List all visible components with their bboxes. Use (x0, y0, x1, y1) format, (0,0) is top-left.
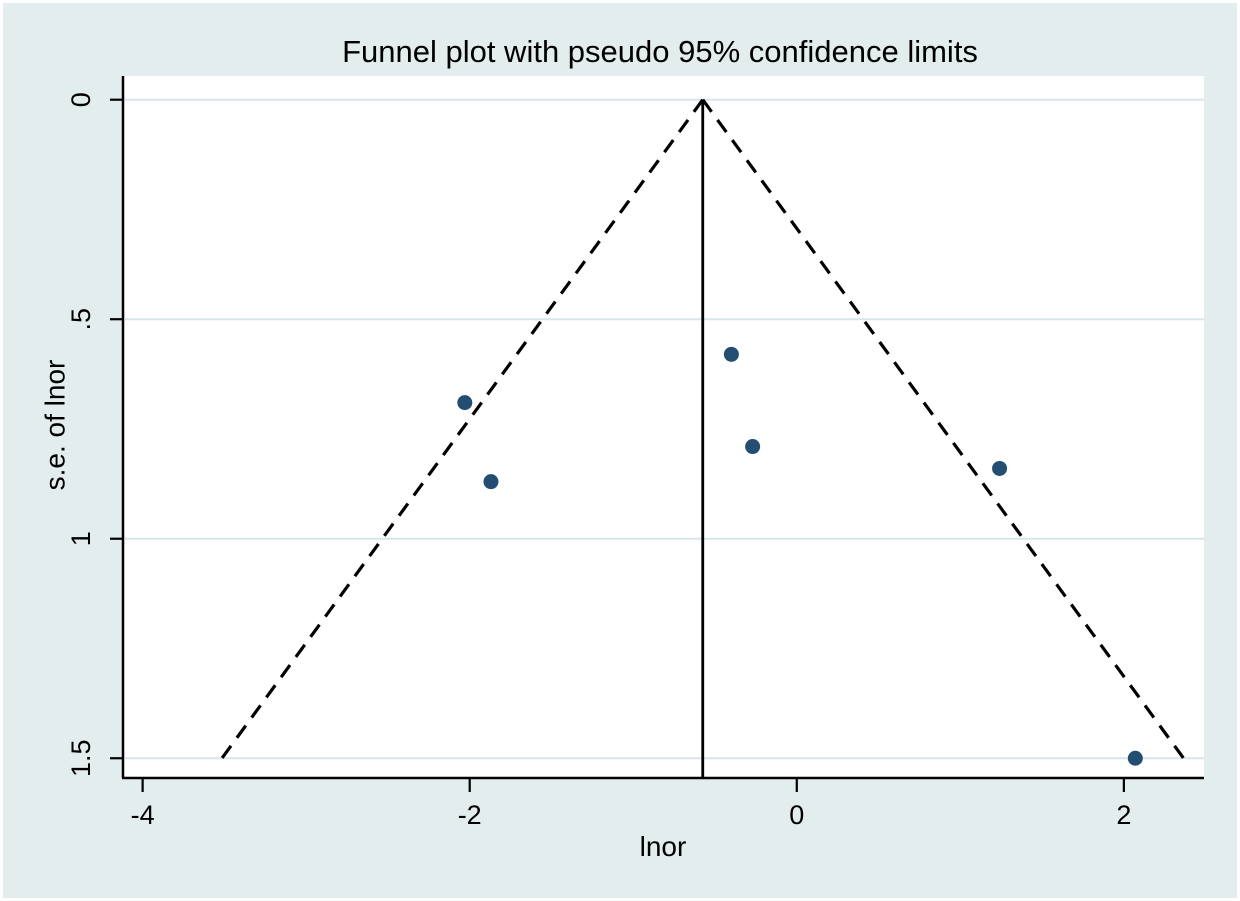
pseudo-ci-line (220, 98, 705, 760)
y-tick-label: 0 (66, 92, 96, 107)
pseudo-ci-line (701, 98, 1185, 760)
study-data-point (483, 474, 499, 490)
x-tick-label: -2 (458, 800, 482, 830)
x-axis-label: lnor (640, 831, 687, 862)
study-data-point (457, 395, 473, 411)
y-tick-label: 1 (66, 531, 96, 546)
study-data-point (992, 460, 1008, 476)
x-tick-label: -4 (131, 800, 155, 830)
axis-lines (121, 76, 1204, 780)
study-data-point (745, 439, 761, 455)
pseudo-ci-dashed-lines (220, 98, 1185, 760)
tick-marks (110, 98, 1125, 792)
x-tick-label: 0 (789, 800, 804, 830)
study-data-point (1127, 750, 1143, 766)
x-tick-label: 2 (1116, 800, 1131, 830)
data-points (457, 346, 1143, 766)
study-data-point (723, 346, 739, 362)
chart-title: Funnel plot with pseudo 95% confidence l… (342, 34, 978, 69)
y-axis-label: s.e. of lnor (40, 360, 71, 491)
y-gridlines (125, 98, 1204, 760)
plot-area (123, 76, 1204, 778)
y-tick-label: 1.5 (66, 739, 96, 777)
y-tick-label: .5 (66, 308, 96, 331)
tick-labels: 0 .5 1 1.5 -4 -2 0 2 (66, 92, 1131, 830)
